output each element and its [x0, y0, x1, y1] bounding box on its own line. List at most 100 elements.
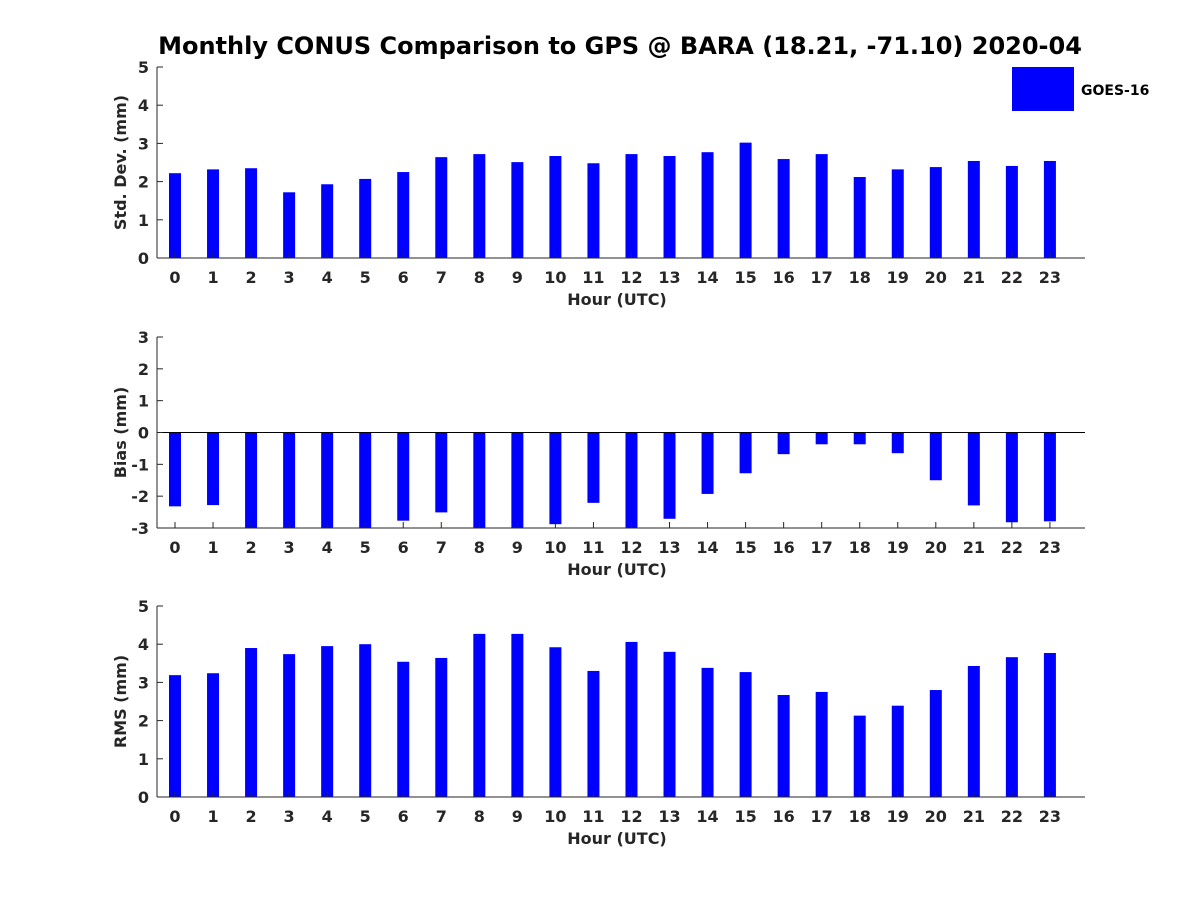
x-tick-label: 12	[620, 807, 642, 826]
x-tick-label: 0	[169, 268, 180, 287]
x-tick-label: 18	[849, 538, 871, 557]
x-tick-label: 22	[1001, 807, 1023, 826]
bar	[929, 167, 942, 258]
x-tick-label: 3	[284, 268, 295, 287]
bar	[891, 705, 904, 797]
x-tick-label: 23	[1039, 807, 1061, 826]
legend-label: GOES-16	[1081, 83, 1149, 99]
bar	[587, 432, 600, 503]
bar	[511, 633, 524, 797]
bar	[169, 173, 181, 258]
bar	[739, 432, 752, 474]
bar	[473, 432, 486, 528]
y-tick-label: 5	[138, 58, 149, 77]
bar	[815, 432, 828, 445]
chart-title: Monthly CONUS Comparison to GPS @ BARA (…	[158, 32, 1082, 60]
x-tick-label: 11	[582, 538, 604, 557]
x-tick-label: 15	[734, 538, 756, 557]
x-axis-label: Hour (UTC)	[567, 829, 667, 848]
legend-swatch	[1012, 67, 1074, 111]
bar	[1043, 160, 1056, 258]
x-tick-label: 0	[169, 807, 180, 826]
bar	[929, 690, 942, 797]
y-tick-label: 2	[138, 712, 149, 731]
y-tick-label: 1	[138, 392, 149, 411]
x-tick-label: 18	[849, 807, 871, 826]
bar	[283, 432, 296, 528]
x-tick-label: 4	[322, 268, 333, 287]
bar	[891, 169, 904, 258]
bar	[397, 172, 410, 258]
x-tick-label: 8	[474, 268, 485, 287]
x-axis-label: Hour (UTC)	[567, 560, 667, 579]
x-tick-label: 20	[925, 538, 947, 557]
bar	[777, 159, 790, 258]
bar	[321, 432, 334, 528]
bar	[663, 651, 676, 797]
bar	[397, 661, 410, 797]
x-tick-label: 18	[849, 268, 871, 287]
y-tick-label: 1	[138, 750, 149, 769]
x-tick-label: 1	[207, 807, 218, 826]
bar	[359, 178, 372, 258]
bar	[1005, 432, 1018, 523]
bar	[815, 154, 828, 258]
x-tick-label: 21	[963, 268, 985, 287]
x-tick-label: 5	[360, 538, 371, 557]
x-tick-label: 7	[436, 807, 447, 826]
bar	[473, 633, 486, 797]
bar	[283, 654, 296, 797]
y-axis-label: Std. Dev. (mm)	[111, 95, 130, 230]
bar	[245, 432, 258, 528]
bar	[1005, 165, 1018, 258]
y-tick-label: 2	[138, 173, 149, 192]
legend: GOES-16	[1012, 67, 1149, 111]
x-tick-label: 16	[773, 268, 795, 287]
x-tick-label: 20	[925, 807, 947, 826]
bar	[321, 646, 334, 797]
bar	[321, 184, 334, 258]
y-tick-label: 3	[138, 328, 149, 347]
x-tick-label: 23	[1039, 268, 1061, 287]
bar	[397, 432, 410, 521]
bar	[245, 168, 258, 258]
bar	[511, 432, 524, 528]
bar	[169, 675, 181, 797]
x-tick-label: 5	[360, 807, 371, 826]
y-tick-label: 4	[138, 635, 149, 654]
bar	[359, 644, 372, 797]
x-tick-label: 2	[246, 807, 257, 826]
bar	[1043, 652, 1056, 797]
bar	[739, 142, 752, 258]
bar	[701, 152, 714, 258]
x-tick-label: 12	[620, 268, 642, 287]
bar	[777, 432, 790, 455]
x-tick-label: 8	[474, 538, 485, 557]
bar	[207, 432, 220, 506]
x-tick-label: 21	[963, 538, 985, 557]
x-tick-label: 5	[360, 268, 371, 287]
y-tick-label: 3	[138, 134, 149, 153]
bar	[549, 647, 562, 797]
bar	[853, 432, 866, 445]
bar	[1005, 657, 1018, 797]
x-tick-label: 11	[582, 268, 604, 287]
x-tick-label: 10	[544, 807, 566, 826]
bar	[701, 432, 714, 494]
bar	[929, 432, 942, 481]
x-tick-label: 16	[773, 807, 795, 826]
bar	[549, 156, 562, 258]
x-tick-label: 22	[1001, 538, 1023, 557]
x-tick-label: 19	[887, 807, 909, 826]
bar	[625, 432, 638, 528]
x-tick-label: 13	[658, 538, 680, 557]
x-tick-label: 6	[398, 807, 409, 826]
y-tick-label: -1	[131, 455, 149, 474]
bar	[815, 691, 828, 797]
x-tick-label: 10	[544, 538, 566, 557]
x-tick-label: 6	[398, 538, 409, 557]
